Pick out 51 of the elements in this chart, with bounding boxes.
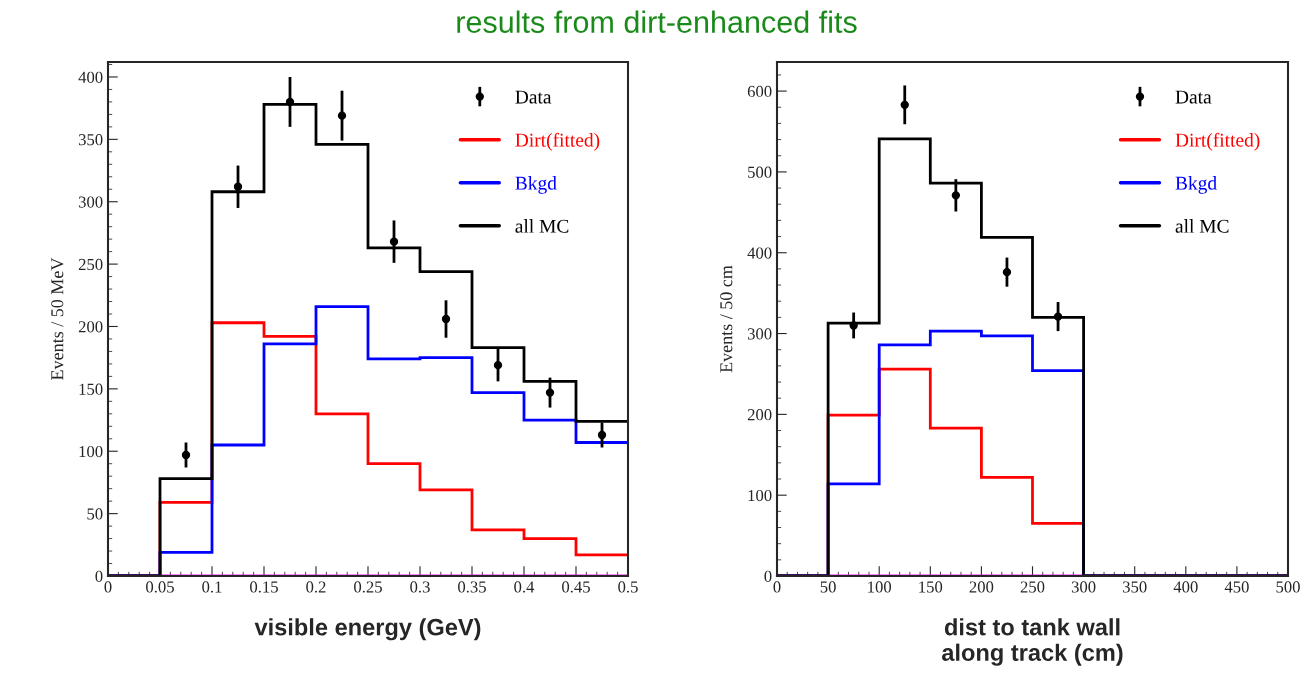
y-tick-label: 100 (79, 445, 103, 458)
x-tick-label: 500 (1276, 581, 1300, 593)
x-tick-label: 250 (1020, 581, 1045, 593)
legend-label: all MC (515, 219, 569, 233)
y-tick-label: 500 (748, 166, 772, 178)
y-tick-label: 150 (79, 383, 103, 395)
x-tick-label: 200 (969, 581, 994, 593)
x-tick-label: 0.15 (250, 581, 278, 593)
y-tick-label: 0 (95, 570, 103, 582)
legend-label: Data (515, 90, 552, 104)
y-tick-label: 200 (78, 321, 103, 333)
x-tick-label: 0.4 (514, 581, 535, 593)
y-tick-label: 400 (747, 247, 772, 259)
x-axis-title: dist to tank wall along track (cm) (942, 618, 1123, 666)
y-tick-label: 200 (747, 409, 772, 421)
x-tick-label: 0 (104, 581, 112, 593)
y-tick-label: 300 (747, 328, 772, 340)
x-tick-label: 0.05 (146, 581, 174, 593)
y-tick-label: 100 (748, 489, 772, 502)
x-tick-label: 450 (1224, 581, 1249, 593)
x-tick-label: 0.25 (354, 581, 382, 593)
x-tick-label: 0.5 (618, 581, 638, 593)
legend-label: Bkgd (515, 176, 557, 194)
x-tick-label: 0 (773, 581, 781, 593)
y-tick-label: 50 (87, 508, 103, 520)
y-tick-label: 600 (747, 85, 772, 98)
x-tick-label: 150 (919, 581, 943, 593)
y-tick-label: 400 (78, 71, 103, 83)
x-axis-title: visible energy (GeV) (254, 618, 481, 641)
chart-title: results from dirt-enhanced fits (457, 10, 857, 33)
x-tick-label: 300 (1071, 581, 1096, 593)
x-tick-label: 50 (820, 581, 836, 593)
y-tick-label: 350 (78, 134, 103, 146)
legend-label: Data (1175, 90, 1212, 104)
x-tick-label: 0.45 (562, 581, 590, 593)
x-tick-label: 400 (1173, 581, 1198, 593)
x-tick-label: 350 (1123, 581, 1147, 593)
y-axis-title: Events / 50 cm (720, 265, 733, 373)
legend-label: Dirt(fitted) (1175, 132, 1260, 151)
y-tick-label: 300 (78, 196, 103, 208)
legend-label: Dirt(fitted) (515, 132, 600, 151)
y-tick-label: 0 (764, 570, 772, 582)
y-axis-title: Events / 50 MeV (51, 257, 64, 380)
x-tick-label: 0.1 (202, 581, 222, 593)
x-tick-label: 100 (868, 581, 892, 593)
legend-label: all MC (1175, 219, 1229, 233)
x-tick-label: 0.2 (306, 581, 326, 593)
x-tick-label: 0.35 (458, 581, 486, 593)
y-tick-label: 250 (78, 258, 103, 271)
x-tick-label: 0.3 (410, 581, 430, 593)
legend-label: Bkgd (1175, 176, 1217, 194)
